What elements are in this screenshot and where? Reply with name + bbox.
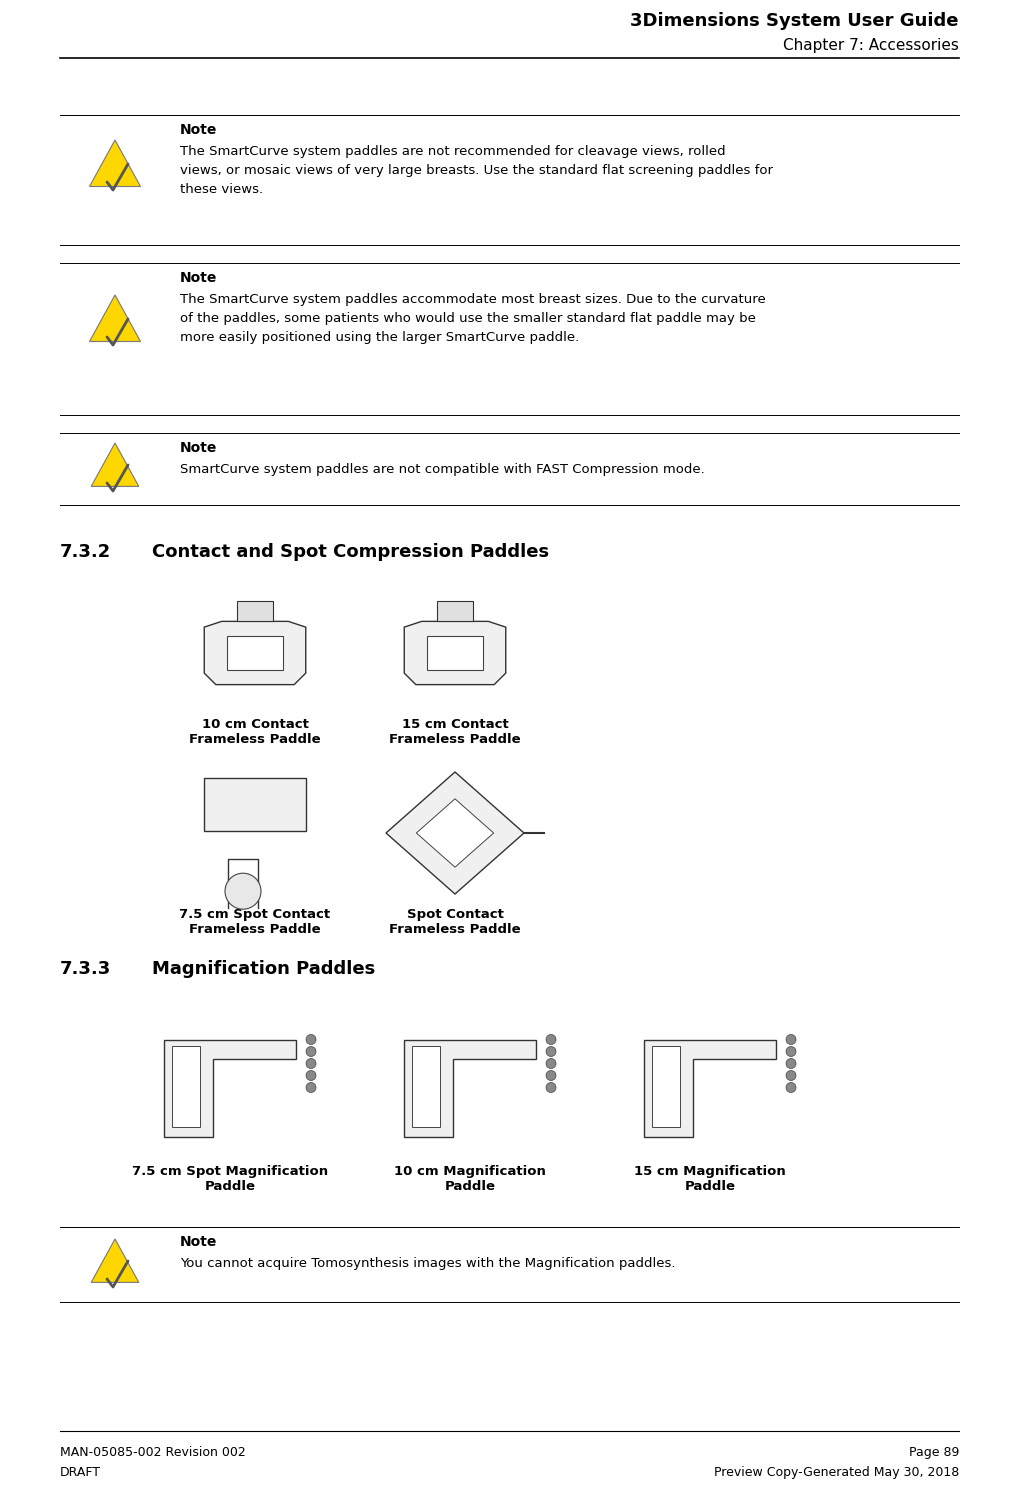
Text: You cannot acquire Tomosynthesis images with the Magnification paddles.: You cannot acquire Tomosynthesis images …: [180, 1257, 676, 1270]
Circle shape: [306, 1047, 316, 1057]
Polygon shape: [413, 1047, 440, 1127]
Text: 15 cm Contact
Frameless Paddle: 15 cm Contact Frameless Paddle: [389, 719, 521, 746]
Text: 3Dimensions System User Guide: 3Dimensions System User Guide: [631, 12, 959, 30]
Text: DRAFT: DRAFT: [60, 1466, 101, 1479]
Circle shape: [306, 1082, 316, 1093]
Bar: [227, 635, 283, 671]
Circle shape: [546, 1047, 556, 1057]
Polygon shape: [204, 622, 306, 684]
Bar: [204, 778, 306, 830]
Circle shape: [546, 1071, 556, 1081]
Polygon shape: [90, 295, 141, 341]
Text: The SmartCurve system paddles are not recommended for cleavage views, rolled
vie: The SmartCurve system paddles are not re…: [180, 145, 773, 195]
Polygon shape: [386, 772, 524, 895]
Text: 7.5 cm Spot Magnification
Paddle: 7.5 cm Spot Magnification Paddle: [131, 1164, 328, 1193]
Polygon shape: [404, 1039, 536, 1138]
Polygon shape: [644, 1039, 776, 1138]
Circle shape: [786, 1035, 796, 1045]
Text: Magnification Paddles: Magnification Paddles: [152, 960, 375, 978]
Text: Page 89: Page 89: [909, 1446, 959, 1460]
Text: 7.3.3: 7.3.3: [60, 960, 111, 978]
Circle shape: [546, 1035, 556, 1045]
Text: 7.5 cm Spot Contact
Frameless Paddle: 7.5 cm Spot Contact Frameless Paddle: [179, 908, 330, 936]
Circle shape: [306, 1071, 316, 1081]
Text: 10 cm Contact
Frameless Paddle: 10 cm Contact Frameless Paddle: [190, 719, 321, 746]
Text: The SmartCurve system paddles accommodate most breast sizes. Due to the curvatur: The SmartCurve system paddles accommodat…: [180, 294, 765, 344]
Text: 15 cm Magnification
Paddle: 15 cm Magnification Paddle: [634, 1164, 786, 1193]
Circle shape: [225, 874, 261, 910]
Text: Note: Note: [180, 441, 217, 455]
Text: Note: Note: [180, 1235, 217, 1249]
Polygon shape: [90, 140, 141, 186]
Circle shape: [546, 1082, 556, 1093]
Circle shape: [786, 1059, 796, 1069]
Text: Chapter 7: Accessories: Chapter 7: Accessories: [784, 37, 959, 54]
Bar: [437, 601, 473, 622]
Polygon shape: [652, 1047, 681, 1127]
Polygon shape: [172, 1047, 201, 1127]
Text: 7.3.2: 7.3.2: [60, 543, 111, 561]
Circle shape: [786, 1071, 796, 1081]
Text: 10 cm Magnification
Paddle: 10 cm Magnification Paddle: [394, 1164, 546, 1193]
Text: Preview Copy-Generated May 30, 2018: Preview Copy-Generated May 30, 2018: [713, 1466, 959, 1479]
Circle shape: [306, 1035, 316, 1045]
Circle shape: [786, 1047, 796, 1057]
Polygon shape: [91, 1239, 139, 1282]
Text: Contact and Spot Compression Paddles: Contact and Spot Compression Paddles: [152, 543, 549, 561]
Polygon shape: [164, 1039, 296, 1138]
Polygon shape: [417, 799, 493, 868]
Circle shape: [786, 1082, 796, 1093]
Text: MAN-05085-002 Revision 002: MAN-05085-002 Revision 002: [60, 1446, 246, 1460]
Text: Note: Note: [180, 122, 217, 137]
Text: Note: Note: [180, 271, 217, 285]
Circle shape: [306, 1059, 316, 1069]
Bar: [427, 635, 483, 671]
Bar: [236, 601, 273, 622]
Polygon shape: [405, 622, 505, 684]
Text: Spot Contact
Frameless Paddle: Spot Contact Frameless Paddle: [389, 908, 521, 936]
Polygon shape: [91, 443, 139, 486]
Text: SmartCurve system paddles are not compatible with FAST Compression mode.: SmartCurve system paddles are not compat…: [180, 464, 705, 476]
Circle shape: [546, 1059, 556, 1069]
